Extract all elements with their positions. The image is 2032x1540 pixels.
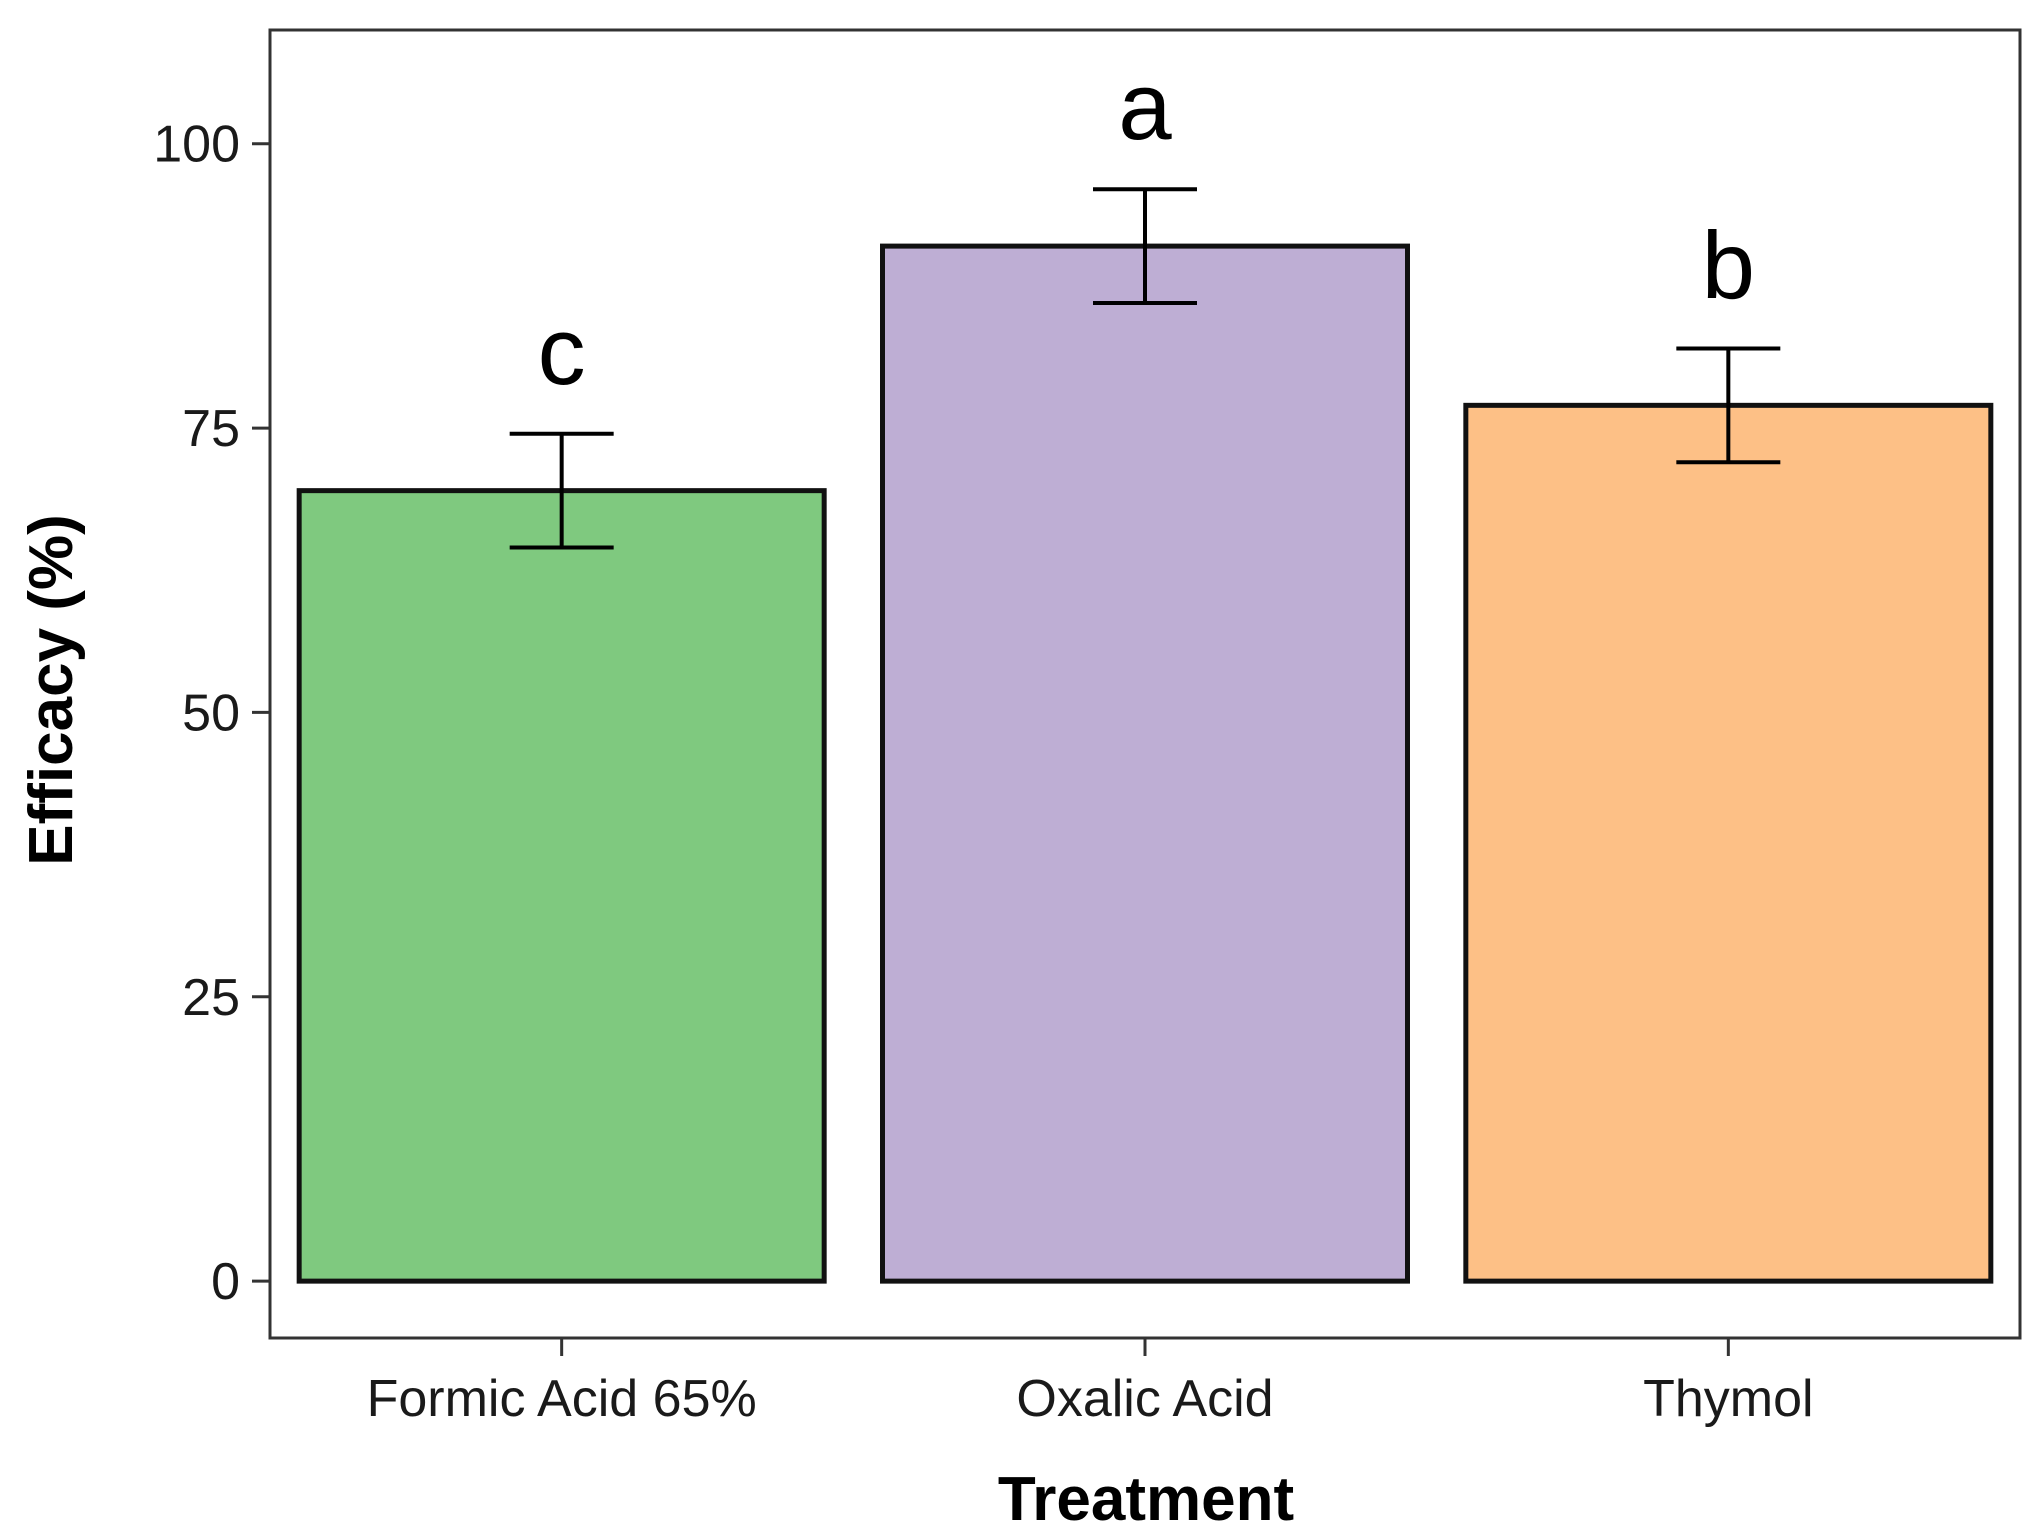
x-tick-label-2: Oxalic Acid: [1016, 1370, 1273, 1428]
y-tick-label-0: 0: [211, 1253, 240, 1311]
bar-2: [880, 243, 1410, 1284]
bar-1: [296, 488, 827, 1284]
x-axis-title: Treatment: [998, 1465, 1294, 1534]
y-tick-label-25: 25: [182, 969, 240, 1027]
x-axis: Formic Acid 65% Oxalic Acid Thymol: [367, 1338, 1814, 1428]
error-bars-layer: [509, 187, 1781, 550]
x-tick-label-1: Formic Acid 65%: [367, 1370, 757, 1428]
y-tick-label-100: 100: [153, 116, 240, 174]
error-bar-3: [1676, 346, 1781, 465]
significance-label-1: c: [538, 298, 586, 405]
significance-labels-layer: c a b: [538, 53, 1755, 405]
error-bar-2: [1093, 187, 1197, 305]
y-tick-label-50: 50: [182, 684, 240, 742]
x-tick-label-3: Thymol: [1643, 1370, 1813, 1428]
error-bar-1: [509, 431, 614, 550]
bar-3: [1463, 402, 1994, 1284]
y-tick-label-75: 75: [182, 400, 240, 458]
significance-label-3: b: [1702, 212, 1755, 319]
bars-layer: [296, 243, 1994, 1284]
y-axis-title: Efficacy (%): [17, 514, 86, 865]
y-axis: 0 25 50 75 100: [153, 116, 270, 1311]
significance-label-2: a: [1118, 53, 1172, 160]
